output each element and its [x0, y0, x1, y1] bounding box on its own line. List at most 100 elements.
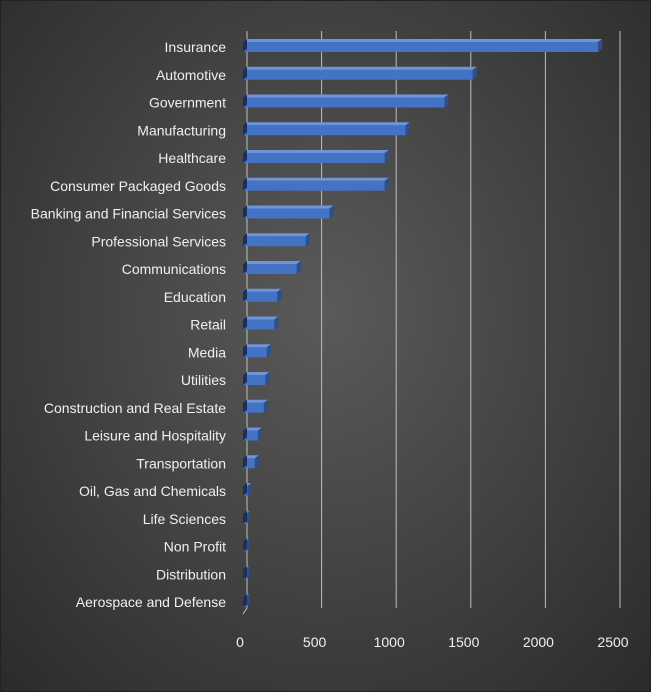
bar-side — [405, 122, 410, 136]
bar-base — [243, 288, 247, 302]
bar-top — [243, 150, 389, 153]
bar-side — [265, 372, 270, 385]
bar-13 — [243, 399, 268, 413]
bar-base — [243, 372, 247, 385]
bar-9 — [243, 288, 282, 302]
x-tick-labels: 0 500 1000 1500 2000 2500 — [236, 634, 629, 650]
bar-1 — [243, 66, 477, 80]
bar-front — [243, 125, 406, 136]
bar-base — [243, 538, 247, 552]
category-label: Life Sciences — [143, 511, 226, 527]
bar-base — [243, 66, 247, 80]
bar-top — [243, 94, 449, 98]
bar-15 — [243, 455, 259, 469]
bar-front — [243, 42, 599, 52]
bar-side — [277, 288, 282, 302]
bar-front — [243, 180, 385, 191]
bar-6 — [243, 205, 334, 219]
bar-side — [263, 399, 268, 413]
bar-14 — [243, 427, 262, 441]
bar-19 — [243, 566, 250, 580]
bar-0 — [243, 39, 603, 52]
bar-top — [243, 261, 301, 264]
bar-10 — [243, 316, 279, 330]
bar-side — [247, 483, 252, 496]
category-label: Non Profit — [164, 539, 226, 555]
bar-side — [257, 427, 262, 441]
bar-top — [243, 205, 334, 209]
bar-base — [243, 427, 247, 441]
x-tick-label: 1000 — [374, 634, 405, 650]
bar-base — [243, 594, 247, 607]
bar-side — [254, 455, 259, 469]
bars — [243, 39, 603, 607]
bar-front — [243, 291, 278, 302]
bar-top — [243, 122, 410, 126]
bar-base — [243, 566, 247, 580]
bar-top — [243, 399, 268, 403]
bar-side — [384, 177, 389, 191]
bar-top — [243, 39, 603, 42]
bar-top — [243, 316, 279, 320]
bar-side — [305, 233, 310, 247]
bar-11 — [243, 344, 271, 358]
category-label: Retail — [190, 317, 226, 333]
category-label: Media — [188, 344, 226, 360]
bar-base — [243, 233, 247, 247]
bar-front — [243, 264, 297, 274]
category-label: Insurance — [165, 39, 227, 55]
bar-base — [243, 399, 247, 413]
category-label: Government — [149, 95, 226, 111]
bar-base — [243, 483, 247, 496]
bar-side — [444, 94, 449, 108]
category-label: Distribution — [156, 566, 226, 582]
x-tick-label: 1500 — [448, 634, 479, 650]
category-label: Construction and Real Estate — [44, 400, 226, 416]
category-label: Education — [164, 289, 226, 305]
bar-front — [243, 69, 473, 80]
bar-4 — [243, 150, 389, 163]
bar-base — [243, 39, 247, 52]
bar-18 — [243, 538, 250, 552]
bar-2 — [243, 94, 449, 108]
bar-top — [243, 288, 282, 292]
bar-front — [243, 458, 255, 469]
bar-base — [243, 344, 247, 358]
bar-base — [243, 316, 247, 330]
category-label: Communications — [122, 261, 226, 277]
bar-top — [243, 372, 270, 375]
x-tick-label: 2000 — [523, 634, 554, 650]
bar-side — [296, 261, 301, 274]
bar-base — [243, 261, 247, 274]
bar-front — [243, 375, 266, 385]
bar-side — [274, 316, 279, 330]
bar-side — [329, 205, 334, 219]
bar-base — [243, 455, 247, 469]
bar-12 — [243, 372, 270, 385]
category-label: Manufacturing — [137, 122, 226, 138]
bar-17 — [243, 510, 250, 524]
x-tick-label: 0 — [236, 634, 244, 650]
category-label: Oil, Gas and Chemicals — [79, 483, 226, 499]
bar-base — [243, 150, 247, 163]
bar-20 — [243, 594, 250, 607]
bar-side — [384, 150, 389, 163]
x-tick-label: 500 — [303, 634, 327, 650]
bar-8 — [243, 261, 301, 274]
category-label: Aerospace and Defense — [76, 594, 226, 610]
bar-top — [243, 177, 389, 181]
category-label: Transportation — [136, 455, 226, 471]
bar-base — [243, 94, 247, 108]
category-label: Leisure and Hospitality — [84, 428, 226, 444]
bar-front — [243, 153, 385, 163]
bar-base — [243, 205, 247, 219]
bar-base — [243, 177, 247, 191]
bar-side — [266, 344, 271, 358]
bar-3 — [243, 122, 410, 136]
bar-top — [243, 427, 262, 431]
category-label: Professional Services — [91, 233, 226, 249]
category-label: Healthcare — [158, 150, 226, 166]
bar-base — [243, 510, 247, 524]
